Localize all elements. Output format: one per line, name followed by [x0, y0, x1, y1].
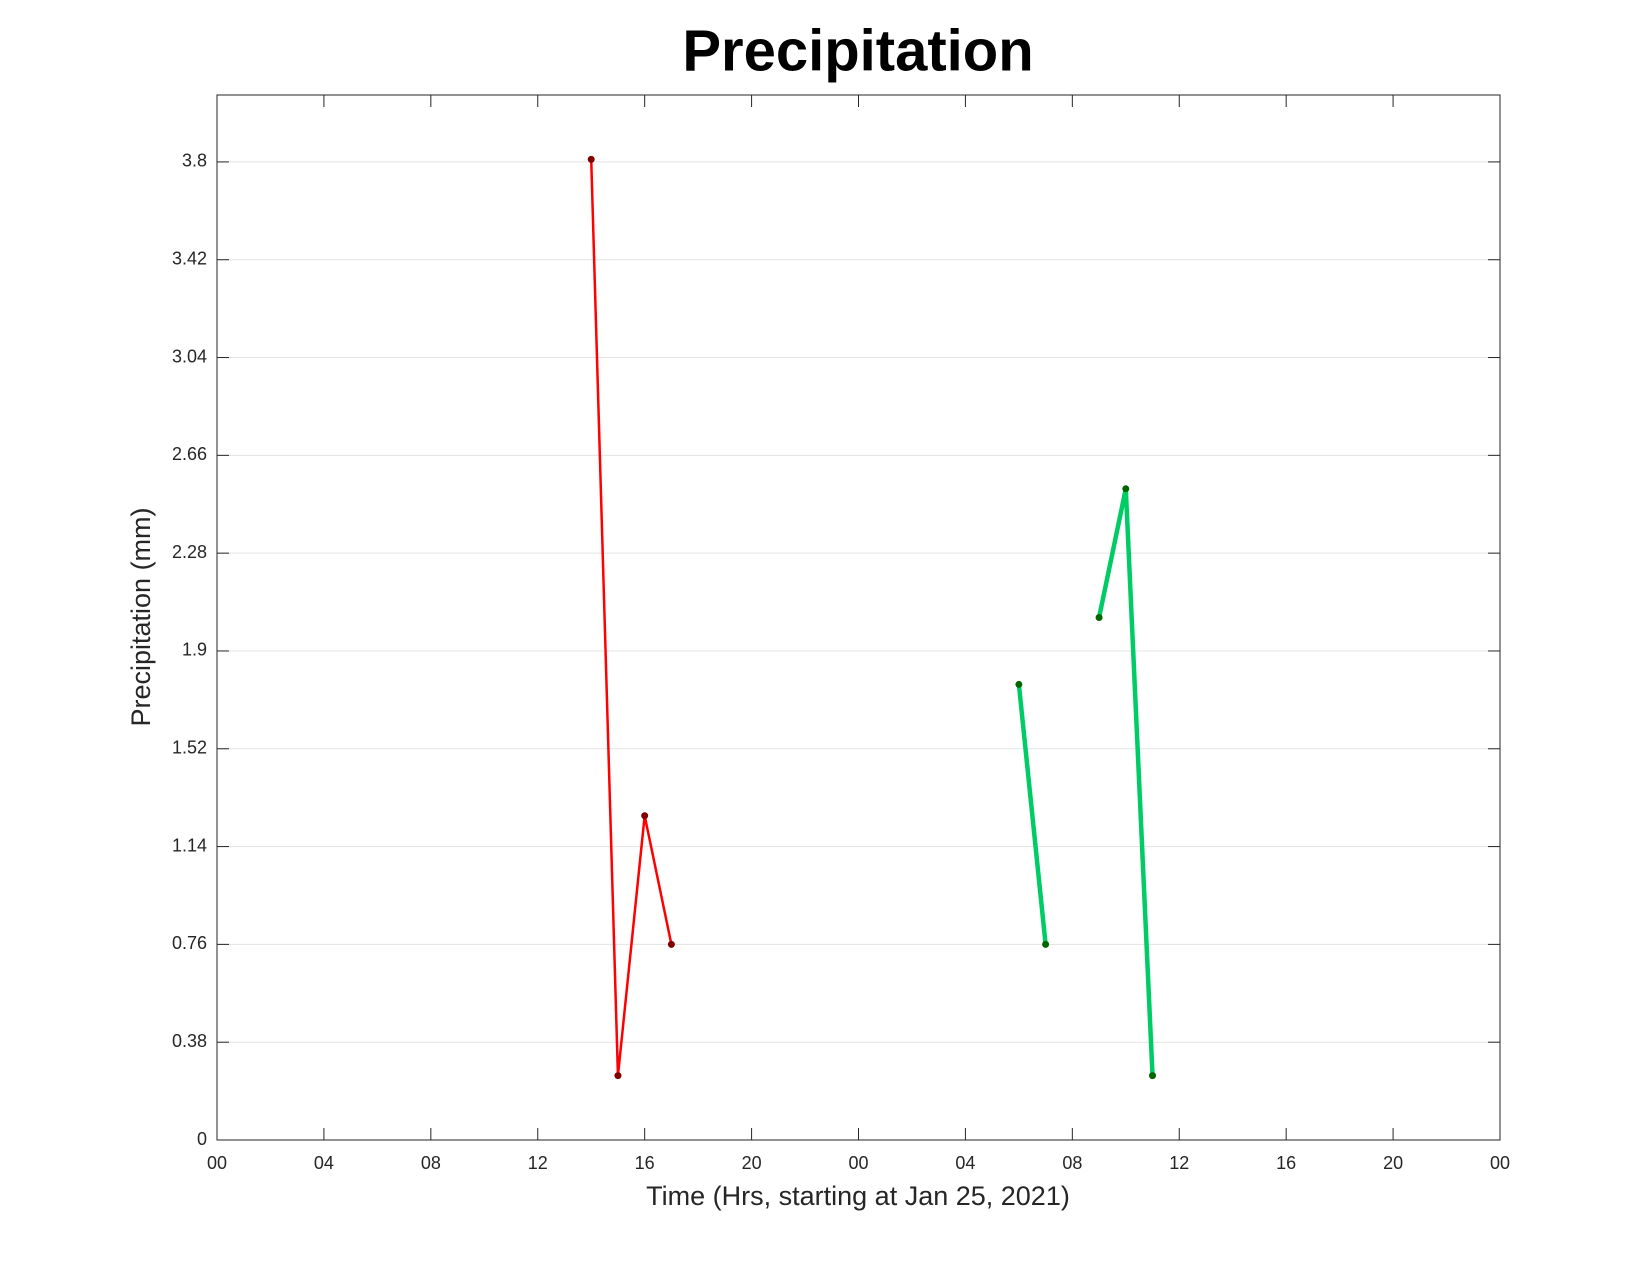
x-tick-label: 20	[742, 1153, 762, 1173]
x-tick-label: 04	[314, 1153, 334, 1173]
point	[667, 940, 675, 948]
y-tick-label: 0.76	[172, 933, 207, 953]
x-axis-label: Time (Hrs, starting at Jan 25, 2021)	[646, 1181, 1070, 1211]
series-line	[589, 159, 673, 1077]
y-tick-label: 1.9	[182, 640, 207, 660]
plot-frame	[216, 94, 1501, 1141]
x-tick-label: 08	[1062, 1153, 1082, 1173]
chart-title: Precipitation	[682, 18, 1033, 83]
point	[1122, 485, 1130, 493]
x-tick-label: 12	[1169, 1153, 1189, 1173]
y-tick-label: 0	[197, 1129, 207, 1149]
y-tick-label: 3.8	[182, 151, 207, 171]
y-tick-label: 3.42	[172, 248, 207, 268]
x-tick-label: 16	[1276, 1153, 1296, 1173]
point	[1042, 940, 1050, 948]
y-tick-label: 0.38	[172, 1031, 207, 1051]
x-tick-label: 00	[207, 1153, 227, 1173]
point	[614, 1072, 622, 1080]
point	[1149, 1072, 1157, 1080]
y-axis-label: Precipitation (mm)	[126, 507, 156, 726]
y-tick-label: 3.04	[172, 346, 207, 366]
y-tick-label: 2.66	[172, 444, 207, 464]
x-tick-label: 00	[1490, 1153, 1510, 1173]
point	[1015, 680, 1023, 688]
x-tick-label: 12	[528, 1153, 548, 1173]
point	[1095, 614, 1103, 621]
point	[587, 155, 595, 163]
x-tick-label: 04	[955, 1153, 975, 1173]
x-tick-label: 00	[848, 1153, 868, 1173]
y-tick-label: 1.52	[172, 738, 207, 758]
x-tick-label: 16	[635, 1153, 655, 1173]
x-tick-label: 08	[421, 1153, 441, 1173]
x-tick-label: 20	[1383, 1153, 1403, 1173]
point	[641, 812, 649, 820]
y-tick-label: 1.14	[172, 835, 207, 855]
y-tick-label: 2.28	[172, 542, 207, 562]
